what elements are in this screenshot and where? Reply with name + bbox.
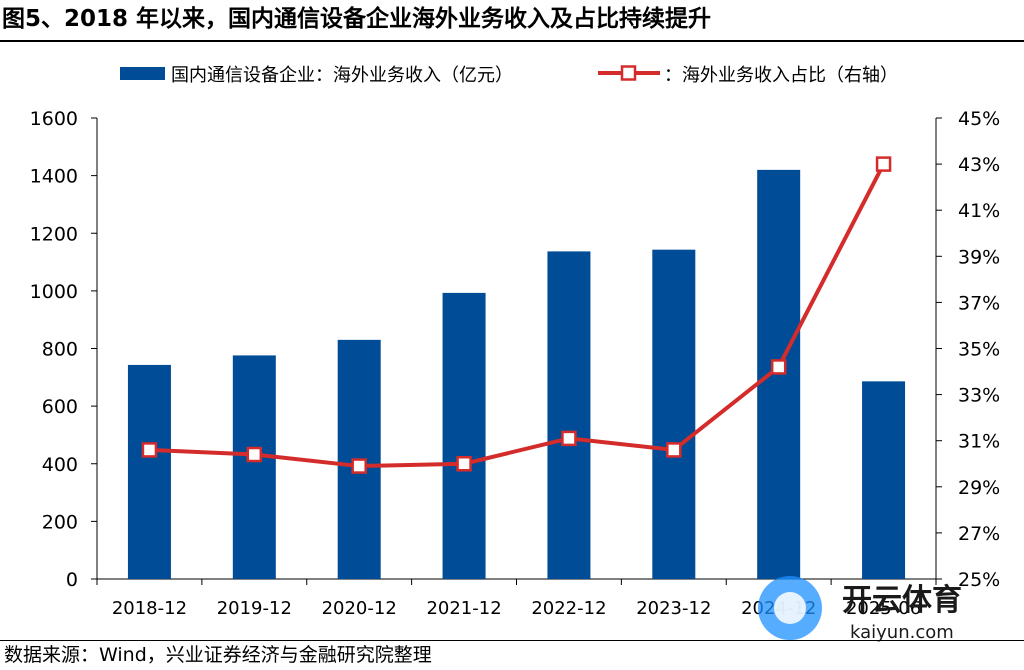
ratio-line [141, 156, 892, 474]
ratio-point-2023-12 [666, 442, 682, 458]
y-right-tick-label: 37% [958, 292, 1000, 314]
watermark-logo: 开云体育 kaiyun.com [758, 576, 962, 643]
y-right-tick-label: 29% [958, 477, 1000, 499]
figure-title: 图5、2018 年以来，国内通信设备企业海外业务收入及占比持续提升 [2, 6, 712, 32]
bar-2019-12 [232, 355, 276, 579]
x-tick-label: 2022-12 [531, 598, 606, 619]
bar-2023-12 [652, 249, 696, 579]
x-tick-label: 2023-12 [636, 598, 711, 619]
ratio-point-2021-12 [456, 456, 472, 472]
y-right-tick-label: 33% [958, 385, 1000, 407]
ratio-point-2020-12 [351, 458, 367, 474]
x-tick-label: 2025-06 [846, 598, 921, 619]
source-rule [0, 640, 1024, 641]
bar-2018-12 [127, 364, 171, 579]
y-right-tick-label: 41% [958, 200, 1000, 222]
watermark-url: kaiyun.com [850, 622, 954, 643]
bar-2025-06 [862, 381, 906, 579]
x-tick-label: 2021-12 [426, 598, 501, 619]
y-left-tick-label: 800 [42, 339, 78, 361]
x-tick-label: 2018-12 [112, 598, 187, 619]
y-right-tick-label: 27% [958, 523, 1000, 545]
legend-line-label: ：海外业务收入占比（右轴） [664, 65, 898, 86]
title-rule [0, 40, 1024, 42]
x-tick-label: 2019-12 [217, 598, 292, 619]
ratio-line-path [149, 163, 886, 469]
legend: 国内通信设备企业：海外业务收入（亿元） ：海外业务收入占比（右轴） [120, 65, 898, 86]
y-left-tick-label: 400 [42, 454, 78, 476]
legend-bar-label: 国内通信设备企业：海外业务收入（亿元） [171, 65, 513, 86]
y-left-tick-label: 200 [42, 511, 78, 533]
y-left-tick-label: 1400 [30, 166, 78, 188]
watermark-name: 开云体育 [842, 583, 962, 618]
chart: 国内通信设备企业：海外业务收入（亿元） ：海外业务收入占比（右轴） 0 200 400… [30, 65, 1001, 619]
y-left-tick-label: 0 [66, 569, 78, 591]
bar-2022-12 [547, 251, 591, 580]
y-left-tick-label: 1000 [30, 281, 78, 303]
y-left-tick-label: 1200 [30, 223, 78, 245]
y-right-tick-label: 31% [958, 431, 1000, 453]
legend-line-marker [620, 65, 637, 81]
y-right-tick-label: 25% [958, 569, 1000, 591]
y-left-tick-label: 600 [42, 396, 78, 418]
y-right-tick-label: 35% [958, 339, 1000, 361]
ratio-point-2019-12 [246, 446, 263, 463]
bar-2021-12 [442, 292, 486, 579]
ratio-point-2024-12 [770, 359, 787, 375]
y-right-tick-label: 43% [958, 154, 1000, 176]
y-left-tick-label: 1600 [30, 108, 78, 130]
legend-bar-swatch [120, 67, 165, 80]
source-note: 数据来源：Wind，兴业证券经济与金融研究院整理 [4, 644, 432, 666]
y-right-tick-label: 45% [958, 108, 1000, 130]
x-tick-label: 2020-12 [322, 598, 397, 619]
ratio-point-2025-06 [875, 156, 892, 172]
bars [127, 169, 906, 580]
y-right-tick-label: 39% [958, 246, 1000, 268]
axes: 0 200 400 600 800 1000 1200 1400 1600 25% 27% 29% 31… [30, 108, 1001, 619]
ratio-point-2022-12 [561, 430, 577, 447]
ratio-point-2018-12 [141, 442, 158, 458]
